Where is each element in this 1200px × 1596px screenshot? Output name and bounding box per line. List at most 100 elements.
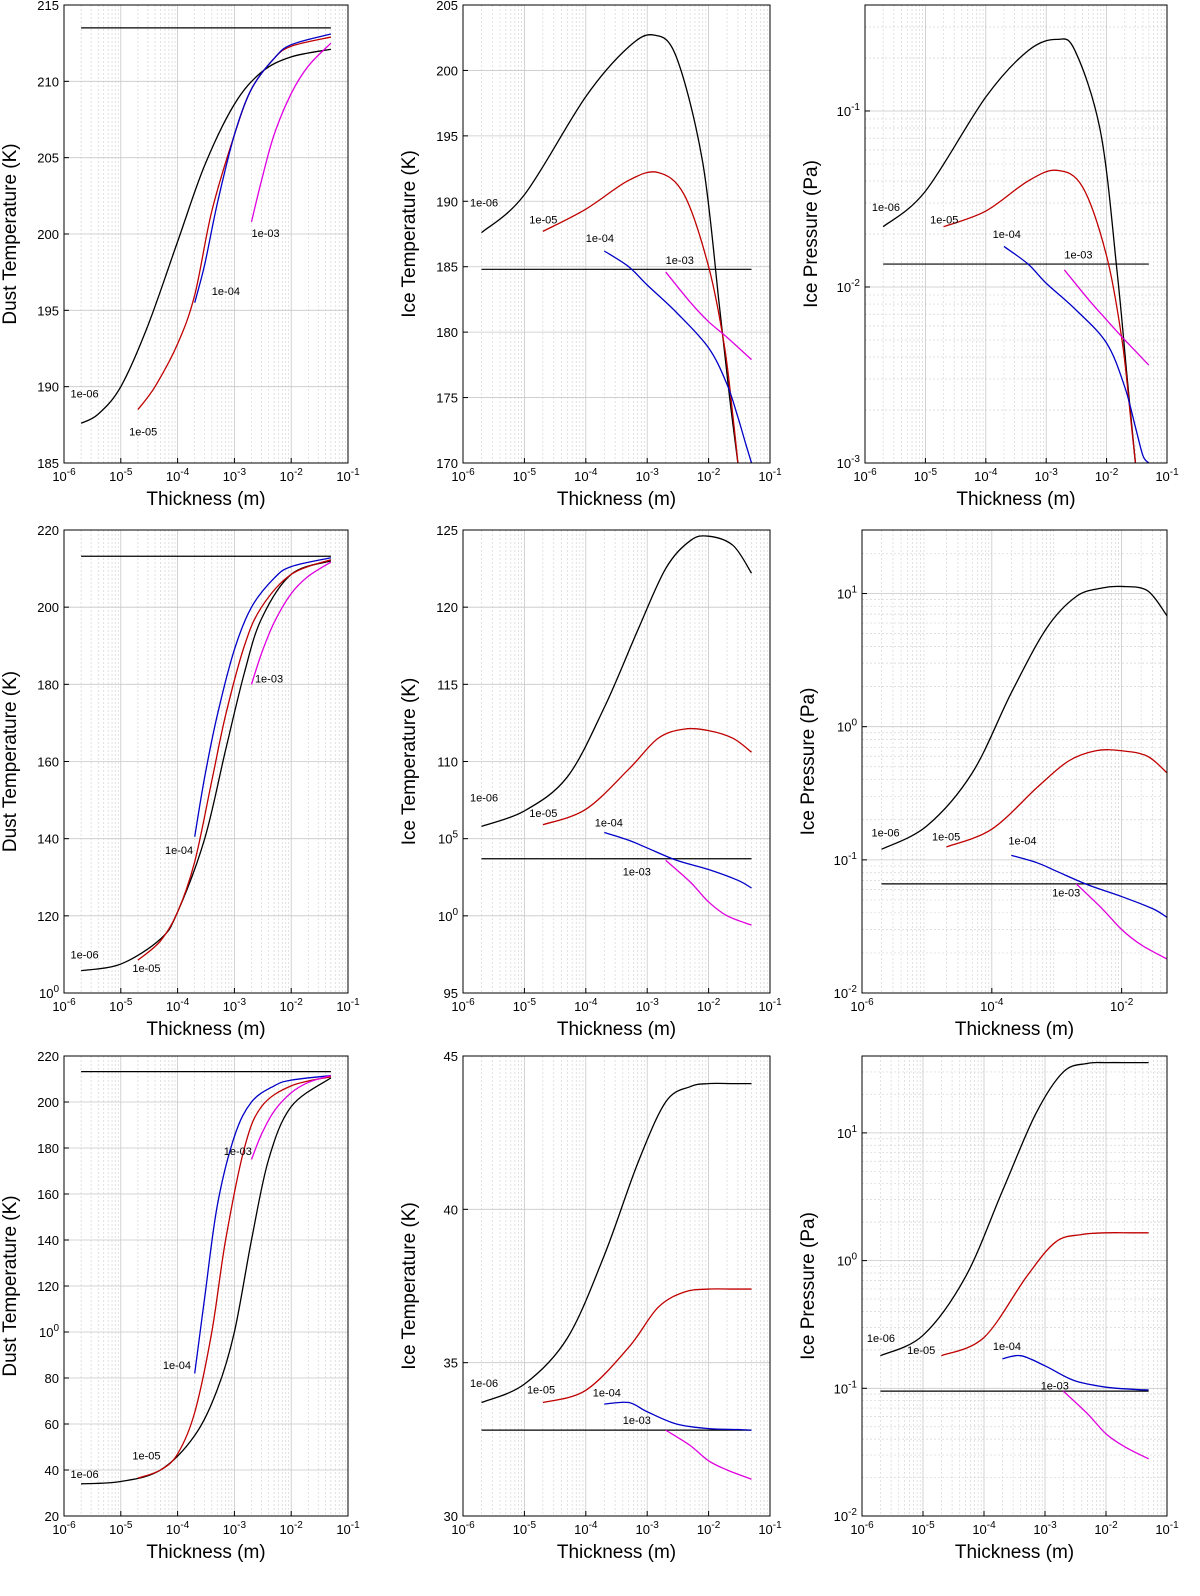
series-line-1e-06 [481,1082,752,1404]
x-axis-label: Thickness (m) [557,1542,676,1563]
series-annotation: 1e-05 [132,1451,160,1463]
axes-frame [462,1055,771,1517]
y-axis-label: Ice Temperature (K) [399,150,420,318]
axes-frame [861,529,1168,994]
series-line-1e-04 [194,1074,331,1374]
y-tick-label: 180 [37,677,59,692]
y-tick-label: 35 [444,1356,458,1371]
y-tick-label: 180 [436,325,458,340]
subplot-4: 1e-06 1e-05 1e-04 1e-03 10-6 10-5 10-4 10-3 10-2… [0,523,360,1040]
series-line-1e-05 [137,559,332,961]
y-tick-label: 10-3 [837,454,861,471]
series-annotation: 1e-06 [470,198,498,210]
series-annotation: 1e-03 [1041,1380,1069,1392]
y-tick-label: 200 [37,227,59,242]
series-line-1e-03 [250,561,332,685]
series-annotation: 1e-04 [212,286,240,298]
x-axis-label: Thickness (m) [146,1542,265,1563]
series-line-1e-03 [1063,269,1150,366]
series-line-1e-04 [194,557,332,837]
y-tick-label: 115 [437,677,458,692]
series-line-1e-06 [481,535,753,827]
series-annotation: 1e-03 [666,255,694,267]
x-tick-label: 10-5 [513,467,537,484]
series-annotation: 1e-03 [1064,250,1092,262]
x-tick-label: 10-4 [980,997,1004,1014]
y-tick-label: 101 [837,1124,857,1141]
y-tick-label: 100 [39,1323,59,1340]
x-tick-label: 10-6 [52,997,76,1014]
x-axis-label: Thickness (m) [955,1019,1074,1040]
plot-area [463,5,770,463]
series-annotation: 1e-06 [867,1333,895,1345]
y-tick-label: 125 [436,523,458,538]
x-tick-label: 10-5 [109,1520,133,1537]
y-tick-label: 120 [37,909,59,924]
subplot-9: 1e-06 1e-05 1e-04 1e-03 10-6 10-5 10-4 10-3 10-2… [798,1055,1179,1563]
x-tick-label: 10-1 [336,467,360,484]
x-tick-label: 10-4 [166,997,190,1014]
x-tick-label: 10-3 [636,1520,660,1537]
series-line-1e-05 [941,1232,1149,1357]
series-annotation: 1e-06 [70,949,98,961]
y-axis-label: Dust Temperature (K) [0,1195,21,1376]
y-tick-label: 140 [37,1233,59,1248]
y-tick-label: 185 [37,456,59,471]
x-tick-label: 10-3 [1033,1520,1057,1537]
plot-area [862,1056,1167,1516]
x-tick-label: 10-6 [850,1520,874,1537]
y-tick-label: 160 [37,755,59,770]
series-line-1e-05 [542,171,739,463]
x-tick-label: 10-2 [1110,997,1134,1014]
y-tick-label: 120 [37,1279,59,1294]
y-tick-label: 195 [436,129,458,144]
y-tick-label: 40 [444,1202,458,1217]
x-tick-label: 10-1 [758,1520,782,1537]
y-axis-label: Ice Pressure (Pa) [801,160,822,308]
y-tick-label: 10-1 [834,1379,858,1396]
series-annotation: 1e-03 [224,1146,252,1158]
series-line-1e-06 [81,1077,332,1485]
series-annotation: 1e-04 [593,1387,621,1399]
x-tick-label: 10-2 [1095,467,1119,484]
x-axis-label: Thickness (m) [557,489,676,510]
y-axis-label: Ice Temperature (K) [399,1202,420,1370]
y-tick-label: 180 [37,1141,59,1156]
x-tick-label: 10-5 [109,467,133,484]
y-tick-label: 170 [436,456,458,471]
series-line-1e-03 [665,859,752,926]
series-annotation: 1e-05 [930,214,958,226]
series-annotation: 1e-06 [70,388,98,400]
series-line-1e-06 [880,1061,1149,1357]
y-tick-label: 185 [436,260,458,275]
series-line-1e-06 [80,48,332,424]
x-tick-label: 10-5 [914,467,938,484]
y-tick-label: 200 [37,1095,59,1110]
y-tick-label: 205 [436,0,458,13]
y-tick-label: 105 [438,830,458,847]
x-tick-label: 10-3 [1035,467,1059,484]
y-tick-label: 60 [45,1417,59,1432]
x-tick-label: 10-4 [574,997,598,1014]
y-axis-label: Ice Pressure (Pa) [798,688,819,836]
x-tick-label: 10-6 [451,1520,475,1537]
series-annotation: 1e-04 [595,817,623,829]
axes-frame [861,1055,1168,1517]
x-tick-label: 10-1 [1155,467,1179,484]
series-annotation: 1e-05 [932,831,960,843]
x-tick-label: 10-3 [636,467,660,484]
y-tick-label: 215 [37,0,59,13]
x-tick-label: 10-5 [109,997,133,1014]
series-annotation: 1e-05 [129,427,157,439]
x-tick-label: 10-3 [636,997,660,1014]
series-line-1e-06 [481,34,739,463]
x-tick-label: 10-6 [52,467,76,484]
x-tick-label: 10-3 [223,1520,247,1537]
series-line-1e-05 [542,727,752,826]
y-tick-label: 20 [45,1509,59,1524]
series-annotation: 1e-03 [255,673,283,685]
x-tick-label: 10-5 [513,1520,537,1537]
x-tick-label: 10-5 [911,1520,935,1537]
series-line-1e-06 [882,38,1137,463]
